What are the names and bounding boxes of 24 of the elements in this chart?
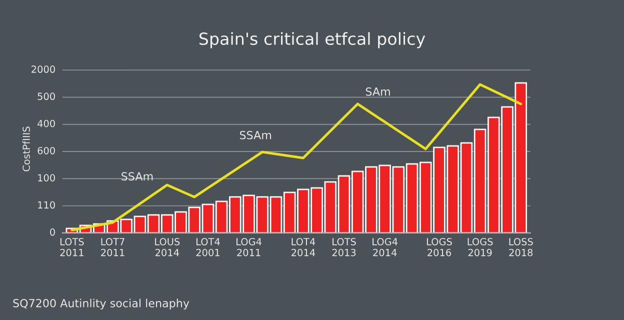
text: 0 [50,228,55,236]
text: 600 [38,146,55,154]
text: 110 [38,201,55,209]
text: 500 [38,92,55,100]
y-axis-title: CostPfIIIS [22,126,30,172]
chart-title: Spain's critical etfcal policy [199,32,426,48]
x-tick-label: LOG4 2011 [236,238,262,256]
x-tick-label: LOTS 2011 [60,238,84,256]
annotation: SSAm [240,130,272,140]
annotation: SAm [366,87,390,96]
x-tick-label: LOT4 2014 [292,238,316,256]
text: 100 [38,174,55,182]
x-tick-label: LOSS 2018 [509,238,533,256]
x-tick-label: LOT4 2001 [196,238,220,256]
x-tick-label: LOGS 2016 [426,238,452,256]
text: 2000 [32,66,55,73]
x-tick-label: LOTS 2013 [332,238,356,256]
text: SQ7200 Autinlity social lenaphy [13,298,190,310]
text: 400 [38,120,55,128]
annotation: SSAm [122,172,153,181]
x-tick-label: LOG4 2014 [372,238,398,256]
x-tick-label: LOUS 2014 [155,238,180,256]
x-tick-label: LOT7 2011 [101,238,124,256]
x-tick-label: LOGS 2019 [468,238,493,256]
